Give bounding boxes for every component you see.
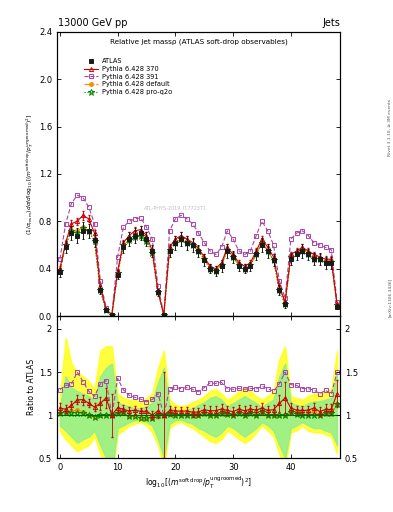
Text: Relative jet massρ (ATLAS soft-drop observables): Relative jet massρ (ATLAS soft-drop obse… [110, 39, 287, 46]
Y-axis label: $(1/\sigma_{\rm resm})\,d\sigma/d\log_{10}[(m^{\rm soft\,drop}/p_T^{\rm ungroome: $(1/\sigma_{\rm resm})\,d\sigma/d\log_{1… [25, 113, 36, 234]
Y-axis label: Ratio to ATLAS: Ratio to ATLAS [27, 359, 36, 415]
Legend: ATLAS, Pythia 6.428 370, Pythia 6.428 391, Pythia 6.428 default, Pythia 6.428 pr: ATLAS, Pythia 6.428 370, Pythia 6.428 39… [83, 58, 173, 96]
Text: Jets: Jets [322, 17, 340, 28]
Text: [arXiv:1306.3436]: [arXiv:1306.3436] [388, 278, 392, 316]
Text: ATL-PHYS-2019_I1772371: ATL-PHYS-2019_I1772371 [144, 205, 208, 211]
Text: 13000 GeV pp: 13000 GeV pp [58, 17, 128, 28]
Text: Rivet 3.1.10, ≥ 3M events: Rivet 3.1.10, ≥ 3M events [388, 99, 392, 157]
X-axis label: $\log_{10}[(m^{\rm soft\,drop}/p_T^{\rm ungroomed})^2]$: $\log_{10}[(m^{\rm soft\,drop}/p_T^{\rm … [145, 475, 252, 491]
